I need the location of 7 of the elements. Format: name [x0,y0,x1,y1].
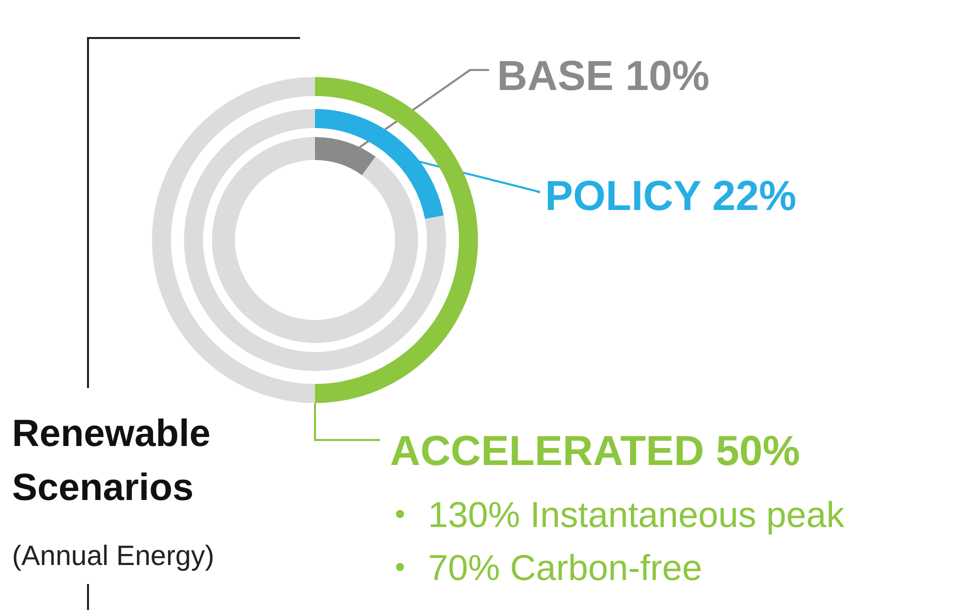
legend-label: ACCELERATED 50% [390,427,800,474]
text: (Annual Energy) [12,540,214,571]
slice-label: BASE 10% [497,52,710,99]
legend-label: POLICY 22% [545,172,796,219]
text: Renewable Scenarios [12,413,211,509]
text: 70% Carbon-free [428,547,702,588]
text: 130% Instantaneous peak [428,494,846,535]
